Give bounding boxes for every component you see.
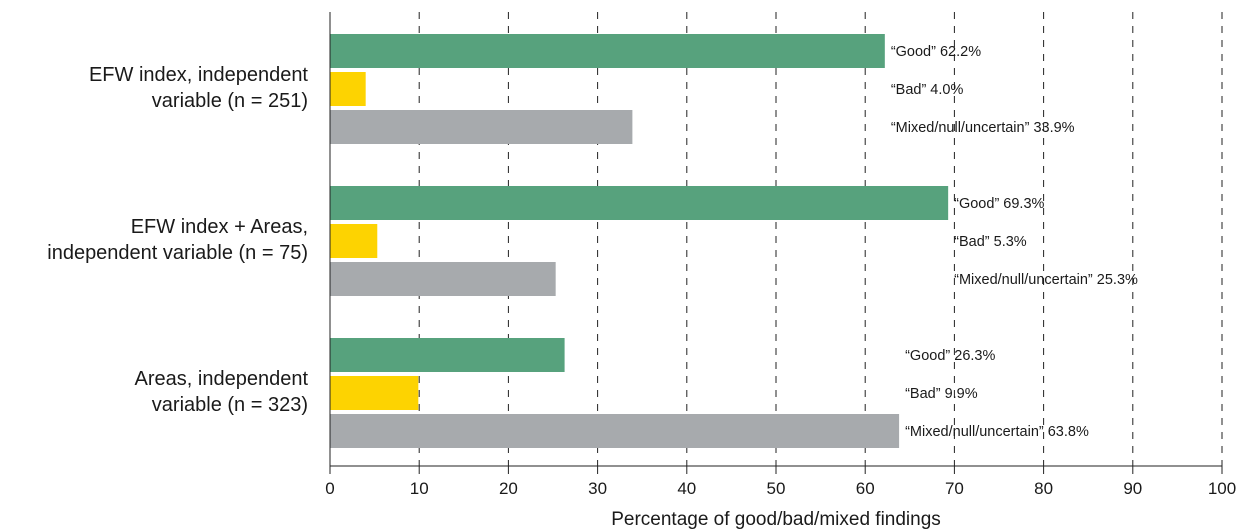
bar-mixed — [330, 414, 900, 448]
x-tick-label: 100 — [1208, 479, 1236, 498]
x-tick-label: 50 — [767, 479, 786, 498]
x-tick-label: 20 — [499, 479, 518, 498]
bar-good — [330, 186, 949, 220]
category-label: independent variable (n = 75) — [47, 242, 308, 264]
bar-bad — [330, 376, 419, 410]
bars — [330, 34, 949, 448]
x-tick-label: 40 — [677, 479, 696, 498]
x-tick-label: 80 — [1034, 479, 1053, 498]
x-axis: 0 10 20 30 40 50 60 70 80 90 100 — [325, 12, 1236, 498]
value-label-bad: “Bad” 5.3% — [954, 234, 1027, 250]
value-label-good: “Good” 26.3% — [905, 348, 995, 364]
bar-bad — [330, 224, 378, 258]
x-tick-label: 0 — [325, 479, 334, 498]
bar-good — [330, 338, 565, 372]
x-tick-label: 90 — [1123, 479, 1142, 498]
value-label-good: “Good” 69.3% — [954, 196, 1044, 212]
category-label: variable (n = 323) — [152, 394, 308, 416]
value-label-bad: “Bad” 4.0% — [891, 82, 964, 98]
category-label: variable (n = 251) — [152, 90, 308, 112]
value-label-mixed: “Mixed/null/uncertain” 63.8% — [905, 424, 1089, 440]
category-label: Areas, independent — [135, 368, 309, 390]
value-labels: “Good” 62.2% “Bad” 4.0% “Mixed/null/uncert… — [891, 44, 1138, 440]
value-label-mixed: “Mixed/null/uncertain” 25.3% — [954, 272, 1138, 288]
x-tick-label: 70 — [945, 479, 964, 498]
value-label-mixed: “Mixed/null/uncertain” 33.9% — [891, 120, 1075, 136]
bar-mixed — [330, 262, 556, 296]
bar-good — [330, 34, 885, 68]
bar-mixed — [330, 110, 633, 144]
category-label: EFW index, independent — [89, 64, 308, 86]
x-tick-label: 10 — [410, 479, 429, 498]
category-labels: EFW index, independent variable (n = 251)… — [47, 64, 308, 416]
x-tick-label: 60 — [856, 479, 875, 498]
value-label-good: “Good” 62.2% — [891, 44, 981, 60]
category-label: EFW index + Areas, — [131, 216, 308, 238]
bar-bad — [330, 72, 366, 106]
x-tick-label: 30 — [588, 479, 607, 498]
value-label-bad: “Bad” 9.9% — [905, 386, 978, 402]
x-axis-title: Percentage of good/bad/mixed findings — [611, 509, 941, 530]
gridlines — [418, 12, 1223, 466]
